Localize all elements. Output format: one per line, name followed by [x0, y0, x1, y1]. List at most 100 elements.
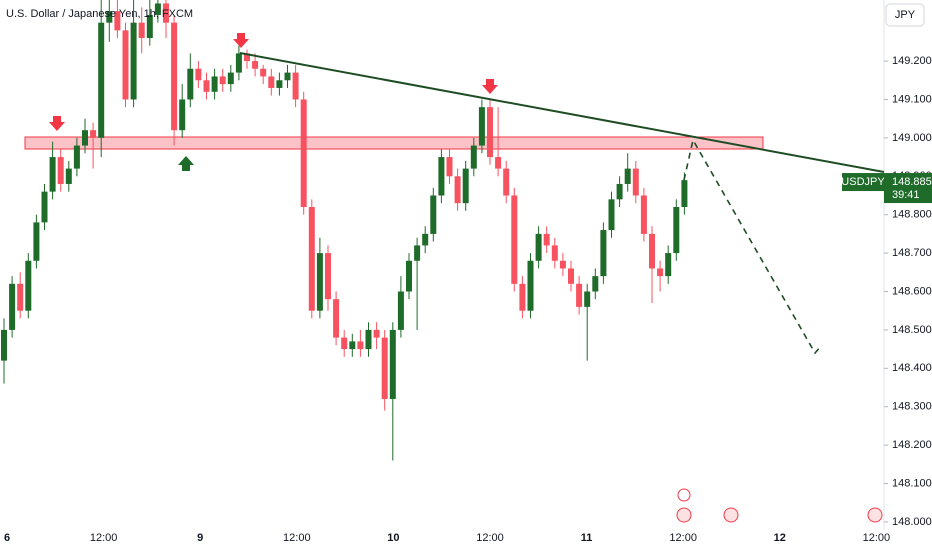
candle-body	[592, 276, 599, 292]
candle-body	[211, 76, 218, 92]
candle-body	[203, 80, 210, 92]
candle-body	[333, 299, 340, 338]
y-tick-label: 149.200	[892, 55, 932, 67]
candle-body	[665, 253, 672, 277]
y-tick-label: 148.300	[892, 401, 932, 413]
x-tick-label: 12:00	[669, 532, 697, 544]
candle-body	[276, 80, 283, 88]
candle-body	[478, 107, 485, 146]
candle-body	[130, 22, 137, 100]
x-tick-label: 10	[387, 532, 399, 544]
x-tick-label: 9	[197, 532, 203, 544]
candle-body	[584, 291, 591, 307]
candle-body	[122, 30, 129, 100]
symbol-label: USDJPY	[841, 176, 885, 188]
candle-body	[260, 68, 267, 77]
candle-body	[325, 253, 331, 300]
down-arrow	[233, 33, 249, 48]
event-icon	[676, 507, 692, 523]
candle-body	[106, 11, 113, 23]
candle-body	[616, 183, 623, 200]
candle-body	[608, 199, 615, 231]
candle-body	[559, 260, 566, 269]
candle-body	[640, 195, 647, 234]
candle-body	[527, 260, 534, 311]
candle-body	[454, 176, 461, 204]
candle-body	[543, 233, 550, 246]
y-tick-label: 148.500	[892, 324, 932, 336]
projection	[683, 137, 823, 355]
candle-body	[462, 168, 469, 204]
candle-body	[82, 130, 88, 146]
y-tick-label: 149.000	[892, 132, 932, 144]
candle-body	[373, 329, 380, 338]
candle-body	[632, 168, 639, 196]
candle-body	[57, 157, 64, 184]
candle-body	[349, 341, 356, 350]
candle-body	[195, 68, 202, 81]
candle-body	[179, 99, 186, 131]
trendline	[239, 52, 885, 173]
currency-label[interactable]: JPY	[895, 9, 916, 21]
currency-button[interactable]	[885, 3, 925, 27]
y-tick-label: 148.800	[892, 209, 932, 221]
candle-body	[114, 11, 121, 31]
symbol-box	[842, 173, 884, 192]
candle-body	[649, 233, 655, 269]
candle-body	[227, 72, 234, 85]
y-tick-label: 148.600	[892, 285, 932, 297]
x-tick-label: 12:00	[283, 532, 311, 544]
plot-area	[1, 0, 885, 523]
candle-body	[438, 157, 445, 196]
y-tick-label: 148.700	[892, 247, 932, 259]
down-arrow	[482, 79, 498, 94]
y-tick-label: 148.100	[892, 477, 932, 489]
candle-body	[308, 207, 315, 311]
candle-body	[470, 145, 477, 169]
candle-body	[568, 268, 574, 284]
candle-body	[551, 245, 558, 261]
event-icon	[867, 507, 883, 523]
price-box	[884, 173, 932, 204]
candle-body	[535, 233, 542, 261]
candle-body	[284, 72, 291, 81]
candle-body	[65, 168, 72, 184]
countdown-label: 39:41	[892, 189, 920, 201]
candle-body	[1, 329, 7, 361]
x-tick-label: 6	[4, 532, 10, 544]
candle-body	[300, 99, 307, 208]
candle-body	[98, 22, 105, 138]
candle-body	[381, 337, 388, 400]
candle-body	[252, 61, 259, 69]
event-icon	[723, 507, 739, 523]
event-icon	[677, 488, 691, 502]
candle-body	[511, 195, 518, 284]
candle-body	[495, 157, 502, 169]
candle-body	[171, 22, 178, 131]
candle-body	[389, 329, 396, 400]
candle-body	[9, 283, 16, 330]
candle-body	[673, 207, 680, 254]
candle-body	[446, 157, 453, 177]
x-tick-label: 12	[774, 532, 786, 544]
candle-body	[41, 191, 48, 223]
up-arrow	[178, 156, 194, 171]
candle-body	[503, 168, 510, 196]
last-price-label: 148.885	[892, 176, 932, 188]
chart-title: U.S. Dollar / Japanese Yen, 1h, FXCM	[6, 8, 193, 20]
candle-body	[33, 222, 40, 261]
candle-body	[430, 195, 437, 234]
candle-body	[341, 337, 348, 350]
y-tick-label: 148.000	[892, 516, 932, 528]
candle-body	[163, 3, 169, 23]
candle-body	[146, 14, 153, 39]
candle-body	[244, 53, 250, 62]
candle-body	[487, 107, 493, 158]
candle-body	[576, 283, 583, 307]
candle-body	[73, 145, 80, 169]
candle-body	[138, 22, 145, 39]
candle-body	[187, 68, 194, 100]
candle-body	[154, 3, 161, 15]
